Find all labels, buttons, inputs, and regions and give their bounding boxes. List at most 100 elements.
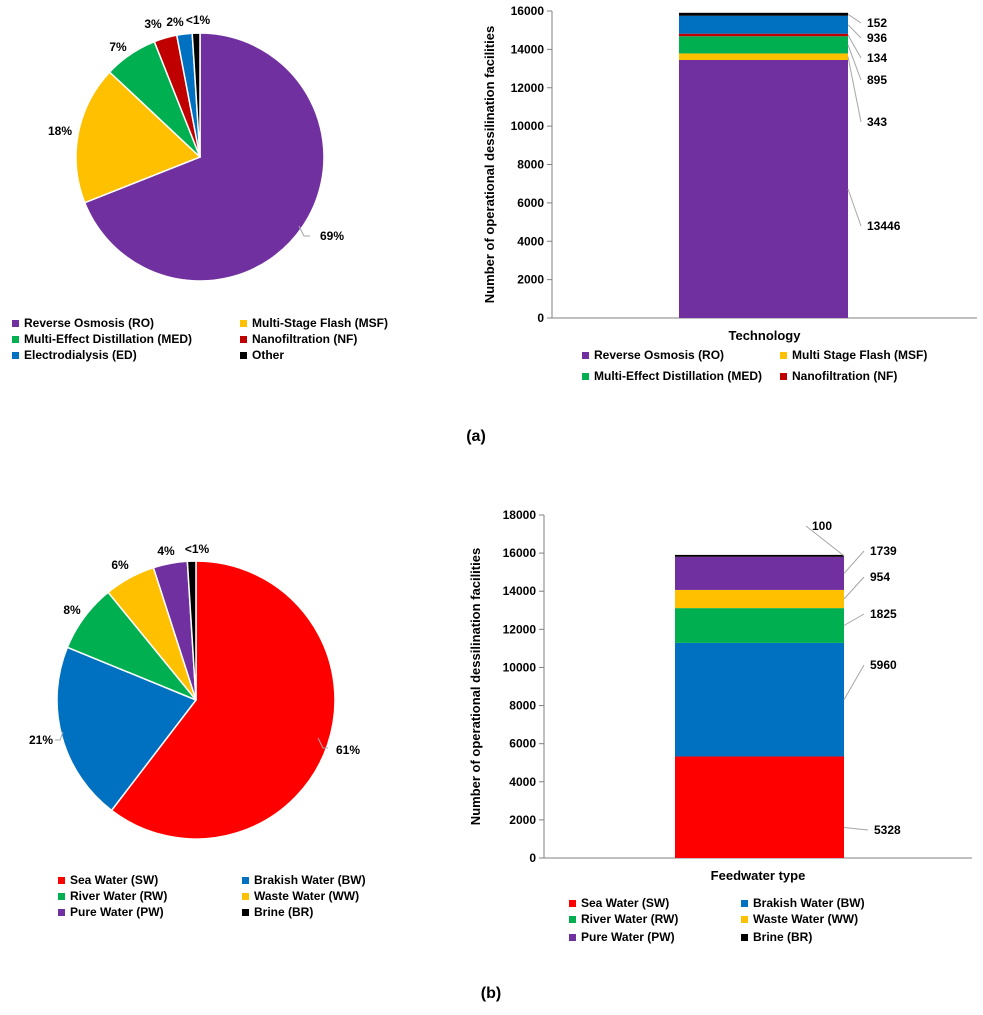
legend-label: Brakish Water (BW) (753, 896, 865, 910)
pie-slice-label: 6% (111, 558, 129, 572)
legend-label: Multi-Effect Distillation (MED) (24, 332, 192, 346)
bar-segment-nanofiltration-nf (679, 33, 848, 37)
bar-data-label: 5960 (870, 658, 897, 672)
bar-chart-feedwater: 0 2000 4000 6000 8000 10000 12000 14000 16000 180… (468, 508, 972, 944)
x-axis-title: Feedwater type (711, 868, 806, 883)
y-tick-label: 8000 (517, 158, 544, 172)
y-tick-label: 8000 (509, 699, 536, 713)
y-tick-label: 16000 (511, 4, 545, 18)
y-tick-label: 18000 (503, 508, 537, 522)
legend-swatch (242, 877, 249, 884)
legend-label: Multi-Effect Distillation (MED) (594, 369, 762, 383)
bar-data-label-leader (847, 24, 862, 39)
pie-slice-label: 21% (29, 733, 53, 747)
legend-swatch (582, 352, 589, 359)
pie-slice-other (191, 32, 201, 158)
bar-segment-multi-stage-flash-msf (679, 53, 848, 61)
pie-slice-label: 61% (336, 743, 360, 757)
bar-data-label: 5328 (874, 823, 901, 837)
pie-slice-sea-water-sw (110, 560, 336, 840)
y-tick-label: 2000 (509, 813, 536, 827)
legend-label: Pure Water (PW) (581, 930, 675, 944)
legend-label: Brine (BR) (753, 930, 812, 944)
bar-data-label-leader (847, 13, 862, 24)
pie-slice-multi-stage-flash-msf (75, 71, 202, 204)
pie-slice-label: 7% (109, 40, 127, 54)
bar-segment-brine-br (675, 554, 844, 557)
legend-swatch (12, 320, 19, 327)
legend-swatch (741, 900, 748, 907)
legend-swatch (58, 909, 65, 916)
y-tick-label: 0 (537, 311, 544, 325)
panel-label-b: (b) (481, 985, 501, 1002)
legend-swatch (12, 336, 19, 343)
legend-label: Reverse Osmosis (RO) (24, 316, 154, 330)
legend-label: Multi Stage Flash (MSF) (792, 348, 927, 362)
y-axis-title: Number of operational dessilination faci… (482, 26, 497, 303)
bar-data-label-leader (847, 44, 862, 81)
y-tick-label: 0 (529, 851, 536, 865)
y-tick-label: 10000 (511, 119, 545, 133)
legend-label: River Water (RW) (70, 889, 167, 903)
bar-data-label-leader (847, 188, 862, 227)
pie-slice-brine-br (186, 560, 197, 701)
bar-data-label-leader (843, 550, 865, 574)
legend-swatch (741, 934, 748, 941)
pie-slice-label: 8% (63, 603, 81, 617)
legend-swatch (240, 352, 247, 359)
legend-swatch (741, 916, 748, 923)
pie-chart-feedwater: 61% 21% 8% 6% 4% <1% Sea Water (SW) Brakish Wat… (29, 542, 366, 919)
bar-data-label: 895 (867, 73, 887, 87)
bar-data-label-leader (843, 827, 869, 831)
y-tick-label: 6000 (509, 737, 536, 751)
legend-label: Waste Water (WW) (753, 912, 858, 926)
legend-swatch (58, 877, 65, 884)
legend-swatch (12, 352, 19, 359)
y-tick-label: 16000 (503, 546, 537, 560)
bar-segment-river-water-rw (675, 608, 844, 643)
bar-data-label: 13446 (867, 219, 901, 233)
x-axis-title: Technology (729, 328, 802, 343)
pie-slice-label: 2% (166, 15, 184, 29)
legend-label: Sea Water (SW) (581, 896, 669, 910)
legend-label: Brine (BR) (254, 905, 313, 919)
legend-swatch (242, 893, 249, 900)
legend-swatch (569, 916, 576, 923)
bar-data-label: 1825 (870, 607, 897, 621)
bar-segment-waste-water-ww (675, 589, 844, 609)
bar-data-label-leader (847, 56, 862, 123)
legend-label: Brakish Water (BW) (254, 873, 366, 887)
legend-swatch (242, 909, 249, 916)
pie-slice-label: <1% (185, 542, 210, 556)
y-tick-label: 12000 (503, 622, 537, 636)
bar-segment-brakish-water-bw (675, 642, 844, 757)
legend-swatch (569, 934, 576, 941)
legend-label: Nanofiltration (NF) (792, 369, 897, 383)
legend-swatch (240, 320, 247, 327)
legend-label: Reverse Osmosis (RO) (594, 348, 724, 362)
legend-swatch (780, 352, 787, 359)
bar-data-label: 100 (812, 519, 832, 533)
legend-swatch (780, 373, 787, 380)
bar-data-label: 936 (867, 31, 887, 45)
bar-data-label: 1739 (870, 544, 897, 558)
legend-label: Electrodialysis (ED) (24, 348, 137, 362)
bar-data-label: 152 (867, 16, 887, 30)
legend-label: Other (252, 348, 284, 362)
bar-data-label: 954 (870, 570, 890, 584)
legend-label: Sea Water (SW) (70, 873, 158, 887)
bar-segment-series-5 (679, 15, 848, 34)
legend-label: Pure Water (PW) (70, 905, 164, 919)
pie-leader-line (317, 737, 328, 749)
bar-data-label: 134 (867, 51, 887, 65)
pie-slice-label: <1% (186, 13, 211, 27)
pie-slice-label: 4% (157, 544, 175, 558)
y-tick-label: 4000 (509, 775, 536, 789)
pie-slice-label: 3% (144, 17, 162, 31)
bar-segment-pure-water-pw (675, 556, 844, 590)
y-axis-title: Number of operational dessilination faci… (468, 548, 483, 825)
bar-data-label-leader (805, 525, 845, 557)
y-tick-label: 10000 (503, 660, 537, 674)
pie-slice-label: 18% (48, 124, 72, 138)
